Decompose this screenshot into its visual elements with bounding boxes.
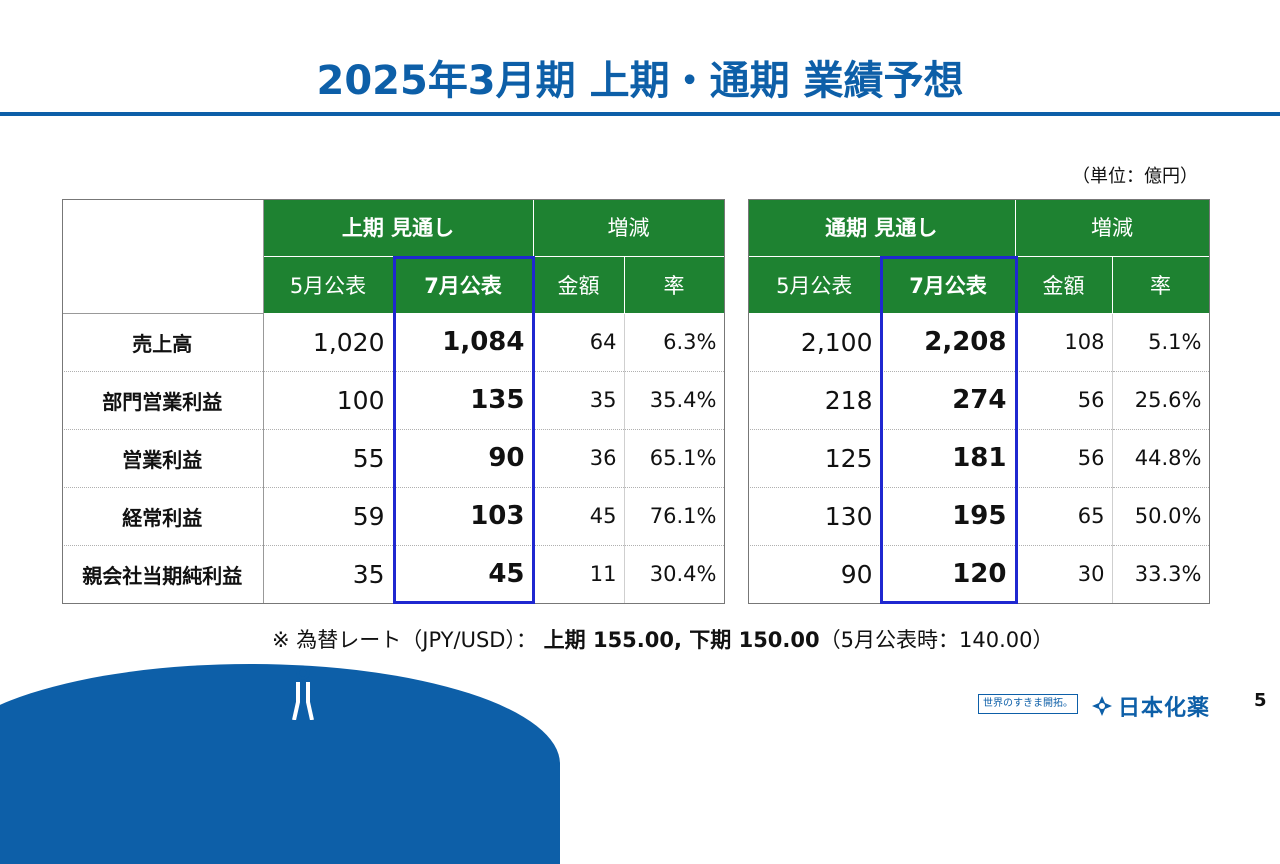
may-value: 130 bbox=[748, 487, 882, 546]
may-value: 35 bbox=[263, 545, 394, 604]
diff-amount: 35 bbox=[533, 371, 625, 430]
logo-text: 日本化薬 bbox=[1118, 696, 1211, 721]
july-value: 274 bbox=[881, 371, 1016, 430]
header-diff: 増減 bbox=[533, 199, 725, 257]
header-forecast: 上期 見通し bbox=[263, 199, 534, 257]
row-label: 売上高 bbox=[62, 313, 264, 372]
diff-rate: 44.8% bbox=[1112, 429, 1210, 488]
globe-arc bbox=[0, 664, 560, 864]
july-value: 135 bbox=[393, 371, 534, 430]
table-row: 125 181 56 44.8% bbox=[748, 429, 1210, 488]
row-label: 営業利益 bbox=[62, 429, 264, 488]
may-value: 59 bbox=[263, 487, 394, 546]
diff-rate: 5.1% bbox=[1112, 313, 1210, 372]
full-year-table: 通期 見通し 増減 5月公表 7月公表 金額 率 2,100 2,208 108… bbox=[748, 199, 1210, 604]
header-amount: 金額 bbox=[1015, 256, 1113, 314]
july-value: 103 bbox=[393, 487, 534, 546]
header-july: 7月公表 bbox=[393, 256, 534, 314]
header-diff: 増減 bbox=[1015, 199, 1210, 257]
slogan: 世界のすきま開拓。 bbox=[978, 694, 1078, 714]
diff-amount: 108 bbox=[1015, 313, 1113, 372]
table-row: 218 274 56 25.6% bbox=[748, 371, 1210, 430]
table-row: 経常利益 59 103 45 76.1% bbox=[62, 487, 725, 546]
header-july: 7月公表 bbox=[881, 256, 1016, 314]
unit-label: （単位：億円） bbox=[1072, 166, 1198, 187]
may-value: 1,020 bbox=[263, 313, 394, 372]
row-label: 部門営業利益 bbox=[62, 371, 264, 430]
table-row: 130 195 65 50.0% bbox=[748, 487, 1210, 546]
table-row: 2,100 2,208 108 5.1% bbox=[748, 313, 1210, 372]
header-rate: 率 bbox=[1112, 256, 1210, 314]
header-forecast: 通期 見通し bbox=[748, 199, 1016, 257]
corner-cell bbox=[62, 199, 264, 314]
table-row: 親会社当期純利益 35 45 11 30.4% bbox=[62, 545, 725, 604]
title-rule bbox=[0, 112, 1280, 116]
page-title: 2025年3月期 上期・通期 業績予想 bbox=[316, 58, 964, 104]
diff-rate: 65.1% bbox=[624, 429, 725, 488]
july-value: 1,084 bbox=[393, 313, 534, 372]
diff-amount: 11 bbox=[533, 545, 625, 604]
may-value: 90 bbox=[748, 545, 882, 604]
header-may: 5月公表 bbox=[748, 256, 882, 314]
diff-amount: 56 bbox=[1015, 371, 1113, 430]
header-rate: 率 bbox=[624, 256, 725, 314]
july-value: 2,208 bbox=[881, 313, 1016, 372]
table-row: 営業利益 55 90 36 65.1% bbox=[62, 429, 725, 488]
note-prefix: ※ 為替レート（JPY/USD）： bbox=[272, 628, 537, 652]
diff-amount: 36 bbox=[533, 429, 625, 488]
first-half-table: 上期 見通し 増減 5月公表 7月公表 金額 率 売上高 1,020 1,084… bbox=[62, 199, 725, 604]
row-label: 親会社当期純利益 bbox=[62, 545, 264, 604]
may-value: 125 bbox=[748, 429, 882, 488]
diff-amount: 30 bbox=[1015, 545, 1113, 604]
diff-rate: 25.6% bbox=[1112, 371, 1210, 430]
header-amount: 金額 bbox=[533, 256, 625, 314]
diff-rate: 50.0% bbox=[1112, 487, 1210, 546]
table-row: 90 120 30 33.3% bbox=[748, 545, 1210, 604]
diff-rate: 30.4% bbox=[624, 545, 725, 604]
diff-rate: 6.3% bbox=[624, 313, 725, 372]
july-value: 90 bbox=[393, 429, 534, 488]
logo-mark-icon bbox=[1092, 696, 1112, 716]
diff-amount: 64 bbox=[533, 313, 625, 372]
diff-rate: 33.3% bbox=[1112, 545, 1210, 604]
july-value: 195 bbox=[881, 487, 1016, 546]
note-suffix: （5月公表時：140.00） bbox=[819, 628, 1054, 652]
may-value: 2,100 bbox=[748, 313, 882, 372]
company-logo: 日本化薬 bbox=[1090, 690, 1210, 722]
diff-amount: 45 bbox=[533, 487, 625, 546]
july-value: 120 bbox=[881, 545, 1016, 604]
row-label: 経常利益 bbox=[62, 487, 264, 546]
page-number: 5 bbox=[1254, 690, 1267, 711]
person-icon bbox=[288, 666, 318, 720]
may-value: 218 bbox=[748, 371, 882, 430]
note-rates: 上期 155.00, 下期 150.00 bbox=[543, 628, 820, 652]
may-value: 100 bbox=[263, 371, 394, 430]
diff-rate: 35.4% bbox=[624, 371, 725, 430]
diff-rate: 76.1% bbox=[624, 487, 725, 546]
july-value: 181 bbox=[881, 429, 1016, 488]
diff-amount: 65 bbox=[1015, 487, 1113, 546]
exchange-rate-note: ※ 為替レート（JPY/USD）： 上期 155.00, 下期 150.00（5… bbox=[272, 624, 1053, 654]
table-row: 部門営業利益 100 135 35 35.4% bbox=[62, 371, 725, 430]
header-may: 5月公表 bbox=[263, 256, 394, 314]
may-value: 55 bbox=[263, 429, 394, 488]
july-value: 45 bbox=[393, 545, 534, 604]
diff-amount: 56 bbox=[1015, 429, 1113, 488]
table-row: 売上高 1,020 1,084 64 6.3% bbox=[62, 313, 725, 372]
